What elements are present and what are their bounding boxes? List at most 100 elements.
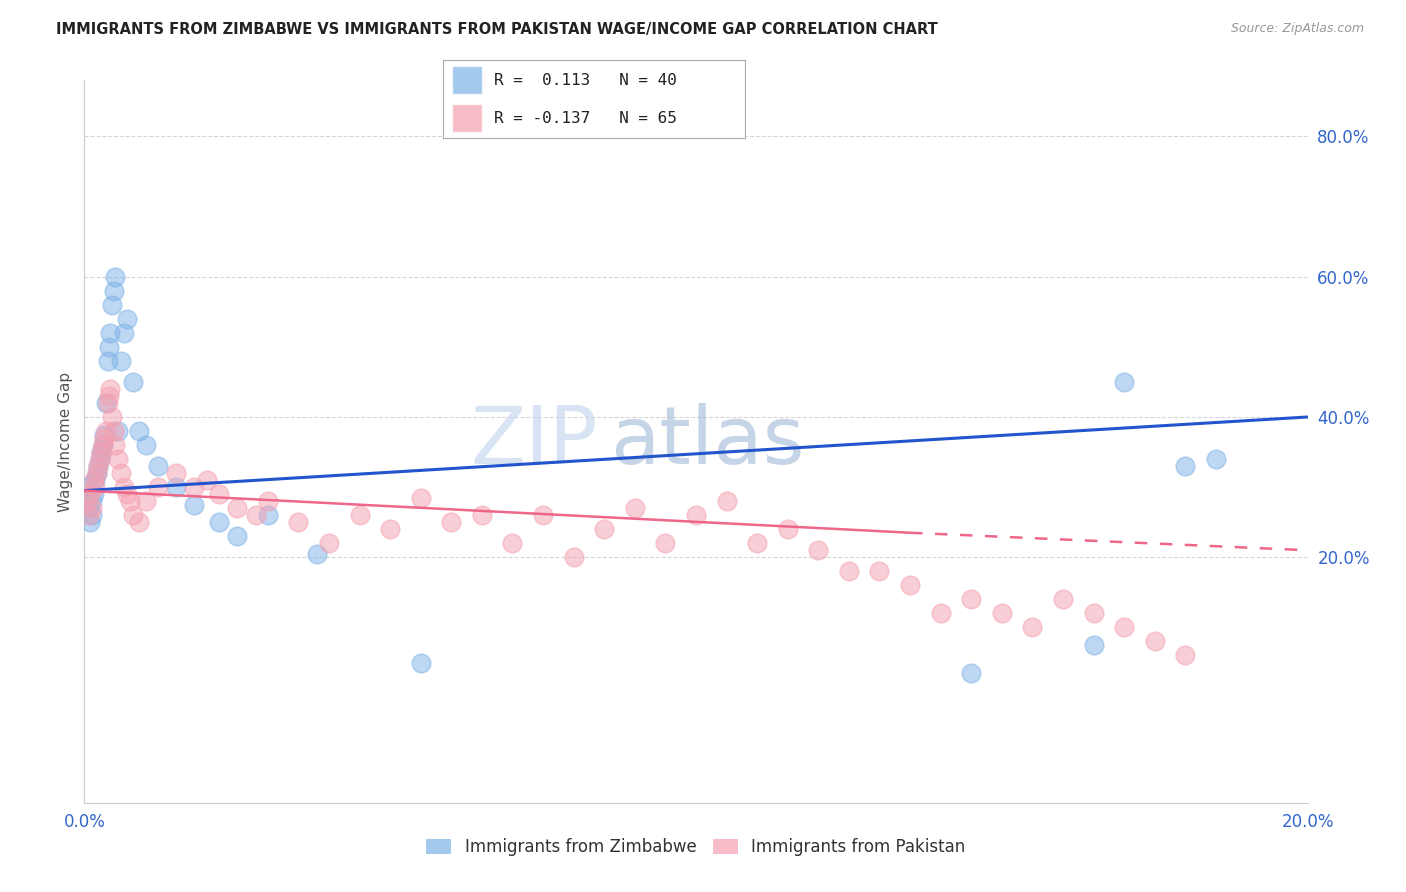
Point — [1052, 592, 1074, 607]
Point — [502, 536, 524, 550]
Point — [471, 508, 494, 523]
Legend: Immigrants from Zimbabwe, Immigrants from Pakistan: Immigrants from Zimbabwe, Immigrants fro… — [419, 831, 973, 863]
Point — [94, 396, 117, 410]
Point — [195, 473, 218, 487]
Point — [122, 508, 145, 523]
Point — [120, 494, 142, 508]
Point — [1143, 634, 1166, 648]
Point — [90, 445, 112, 459]
Point — [991, 607, 1014, 621]
Point — [1083, 607, 1105, 621]
Point — [91, 438, 114, 452]
Point — [97, 340, 120, 354]
Point — [110, 466, 132, 480]
Point — [257, 494, 280, 508]
Text: Source: ZipAtlas.com: Source: ZipAtlas.com — [1230, 22, 1364, 36]
Point — [1114, 375, 1136, 389]
Point — [208, 515, 231, 529]
Point — [77, 508, 100, 523]
Point — [87, 459, 110, 474]
Point — [115, 311, 138, 326]
Point — [76, 480, 98, 494]
Point — [89, 452, 111, 467]
Point — [135, 494, 157, 508]
Point — [226, 529, 249, 543]
Point — [1174, 459, 1197, 474]
Point — [103, 284, 125, 298]
Point — [165, 480, 187, 494]
Point — [86, 466, 108, 480]
Point — [716, 494, 738, 508]
Text: ZIP: ZIP — [471, 402, 598, 481]
Point — [960, 592, 983, 607]
Point — [654, 536, 676, 550]
Text: atlas: atlas — [610, 402, 804, 481]
Point — [84, 480, 107, 494]
Point — [146, 459, 169, 474]
Point — [838, 564, 860, 578]
Point — [165, 466, 187, 480]
Point — [79, 487, 101, 501]
Point — [91, 438, 114, 452]
Point — [1083, 638, 1105, 652]
Point — [1114, 620, 1136, 634]
Point — [287, 515, 309, 529]
Point — [110, 354, 132, 368]
Point — [226, 501, 249, 516]
Point — [624, 501, 647, 516]
Point — [97, 396, 120, 410]
Point — [79, 515, 101, 529]
Point — [104, 438, 127, 452]
Point — [960, 666, 983, 681]
Point — [409, 656, 432, 670]
Point — [318, 536, 340, 550]
Point — [86, 466, 108, 480]
Point — [77, 501, 100, 516]
Point — [103, 424, 125, 438]
Text: R =  0.113   N = 40: R = 0.113 N = 40 — [495, 73, 678, 88]
Point — [898, 578, 921, 592]
Point — [776, 522, 799, 536]
Point — [93, 427, 115, 442]
Point — [80, 501, 103, 516]
Y-axis label: Wage/Income Gap: Wage/Income Gap — [58, 371, 73, 512]
Point — [101, 298, 124, 312]
Point — [82, 508, 104, 523]
Point — [80, 494, 103, 508]
Point — [90, 445, 112, 459]
Point — [128, 424, 150, 438]
Point — [84, 473, 107, 487]
Point — [98, 382, 121, 396]
Point — [807, 543, 830, 558]
Point — [89, 452, 111, 467]
Point — [93, 431, 115, 445]
Point — [128, 515, 150, 529]
Text: R = -0.137   N = 65: R = -0.137 N = 65 — [495, 112, 678, 126]
FancyBboxPatch shape — [451, 66, 482, 95]
Point — [94, 424, 117, 438]
Point — [531, 508, 554, 523]
Point — [135, 438, 157, 452]
Point — [122, 375, 145, 389]
Point — [112, 480, 135, 494]
Point — [562, 550, 585, 565]
Point — [1021, 620, 1043, 634]
Point — [104, 269, 127, 284]
Point — [112, 326, 135, 340]
Point — [107, 424, 129, 438]
Point — [245, 508, 267, 523]
Point — [97, 354, 120, 368]
Point — [929, 607, 952, 621]
Point — [98, 326, 121, 340]
Point — [869, 564, 891, 578]
Point — [440, 515, 463, 529]
Point — [747, 536, 769, 550]
Point — [183, 480, 205, 494]
FancyBboxPatch shape — [451, 103, 482, 132]
Point — [257, 508, 280, 523]
Point — [76, 494, 98, 508]
Point — [107, 452, 129, 467]
Text: IMMIGRANTS FROM ZIMBABWE VS IMMIGRANTS FROM PAKISTAN WAGE/INCOME GAP CORRELATION: IMMIGRANTS FROM ZIMBABWE VS IMMIGRANTS F… — [56, 22, 938, 37]
Point — [1205, 452, 1227, 467]
Point — [409, 491, 432, 505]
